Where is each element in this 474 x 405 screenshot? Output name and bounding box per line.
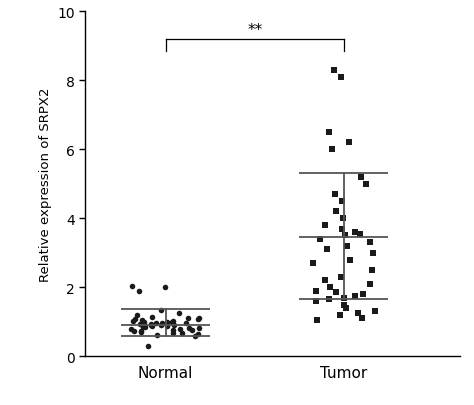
Point xyxy=(157,307,165,313)
Point xyxy=(337,75,345,81)
Point xyxy=(366,281,374,288)
Point xyxy=(159,320,166,326)
Point xyxy=(137,328,145,335)
Point xyxy=(137,329,145,335)
Point xyxy=(336,312,344,318)
Point xyxy=(331,67,338,74)
Point xyxy=(312,288,320,294)
Point xyxy=(188,327,195,334)
Point xyxy=(139,324,146,330)
Text: **: ** xyxy=(247,23,262,38)
Point xyxy=(339,215,347,222)
Point xyxy=(185,324,193,331)
Point xyxy=(326,129,333,136)
Point xyxy=(338,226,346,232)
Point xyxy=(157,322,164,329)
Point xyxy=(191,333,199,339)
Point xyxy=(131,316,138,323)
Point xyxy=(135,288,142,294)
Point xyxy=(338,198,346,205)
Point xyxy=(356,231,364,237)
Point xyxy=(128,283,136,289)
Point xyxy=(153,332,160,338)
Point xyxy=(177,326,184,333)
Point xyxy=(178,330,186,337)
Point xyxy=(346,257,354,263)
Point xyxy=(145,343,152,349)
Point xyxy=(331,191,339,198)
Point xyxy=(195,315,202,322)
Point xyxy=(168,319,176,325)
Point xyxy=(148,313,155,320)
Point xyxy=(141,324,149,330)
Point xyxy=(138,317,146,324)
Point xyxy=(169,318,177,324)
Point xyxy=(317,236,324,243)
Point xyxy=(152,320,160,327)
Point xyxy=(195,325,203,331)
Point xyxy=(332,209,339,215)
Point xyxy=(325,296,333,303)
Point xyxy=(162,284,169,291)
Point xyxy=(136,321,144,328)
Point xyxy=(169,330,176,336)
Point xyxy=(313,317,320,324)
Point xyxy=(357,174,365,181)
Point xyxy=(321,222,329,229)
Point xyxy=(343,305,350,311)
Point xyxy=(337,274,345,280)
Point xyxy=(313,298,320,305)
Point xyxy=(194,316,201,322)
Point xyxy=(139,323,147,330)
Point xyxy=(182,320,190,326)
Point xyxy=(345,140,352,146)
Point xyxy=(322,277,329,284)
Point xyxy=(164,322,171,329)
Point xyxy=(140,320,148,326)
Point xyxy=(310,260,317,266)
Point xyxy=(128,326,135,332)
Point xyxy=(148,323,155,329)
Point xyxy=(129,318,137,324)
Point xyxy=(194,331,201,337)
Point xyxy=(371,309,378,315)
Point xyxy=(362,181,369,188)
Point xyxy=(360,291,367,298)
Point xyxy=(342,232,349,239)
Point xyxy=(340,295,347,301)
Y-axis label: Relative expression of SRPX2: Relative expression of SRPX2 xyxy=(39,87,52,281)
Point xyxy=(169,327,177,333)
Point xyxy=(327,284,334,291)
Point xyxy=(343,243,351,249)
Point xyxy=(130,328,138,335)
Point xyxy=(170,322,177,328)
Point xyxy=(147,321,155,327)
Point xyxy=(175,310,182,317)
Point xyxy=(163,319,170,325)
Point xyxy=(328,147,336,153)
Point xyxy=(355,310,362,317)
Point xyxy=(133,312,141,318)
Point xyxy=(358,315,365,322)
Point xyxy=(332,290,340,296)
Point xyxy=(351,229,358,236)
Point xyxy=(184,315,191,321)
Point xyxy=(147,322,155,329)
Point xyxy=(352,293,359,299)
Point xyxy=(366,239,374,246)
Point xyxy=(323,246,330,253)
Point xyxy=(369,250,376,256)
Point xyxy=(368,267,375,274)
Point xyxy=(340,301,348,308)
